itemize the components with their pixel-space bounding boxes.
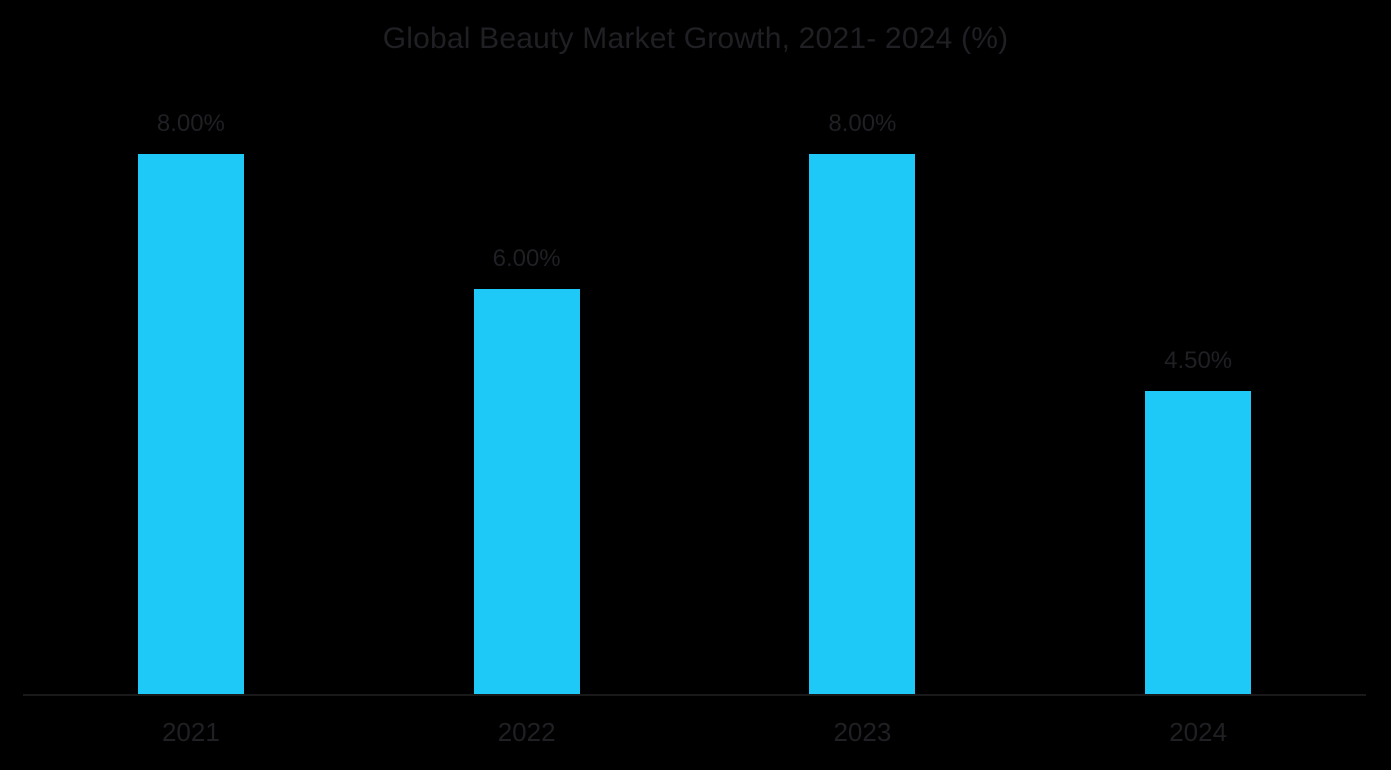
- x-axis-label-2023: 2023: [833, 717, 892, 747]
- bar-value-label-2022: 6.00%: [492, 245, 561, 273]
- bar-value-label-2024: 4.50%: [1164, 346, 1233, 374]
- x-axis-label-2021: 2021: [161, 717, 220, 747]
- x-axis-line: [23, 694, 1366, 696]
- bar-2022: [473, 289, 580, 695]
- bar-value-label-2023: 8.00%: [828, 110, 897, 137]
- bar-2023: [809, 154, 916, 695]
- x-axis-label-2022: 2022: [497, 717, 556, 747]
- bar-2024: [1145, 390, 1252, 695]
- bar-value-label-2021: 8.00%: [156, 110, 225, 137]
- bar-2021: [137, 154, 244, 695]
- chart-title: Global Beauty Market Growth, 2021- 2024 …: [382, 22, 1009, 55]
- x-axis-label-2024: 2024: [1169, 717, 1228, 747]
